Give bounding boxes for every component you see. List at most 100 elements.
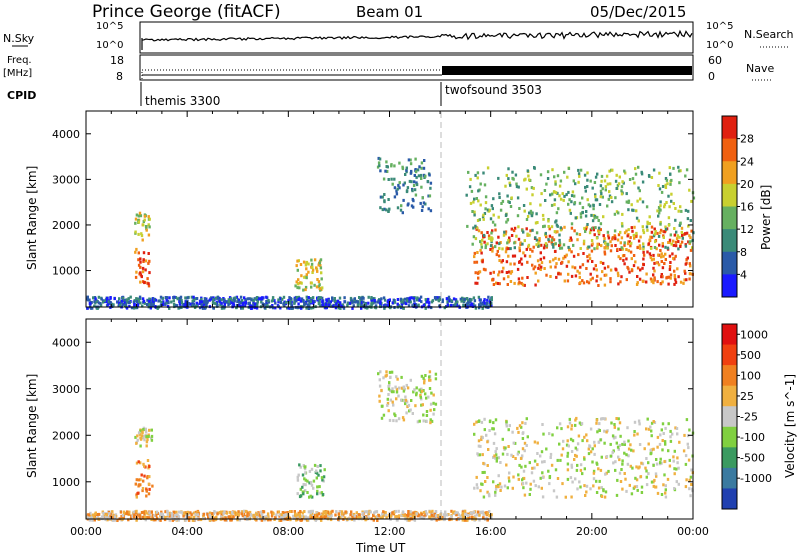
echo-cell xyxy=(477,420,480,423)
echo-cell xyxy=(297,259,300,263)
echo-cell xyxy=(603,283,607,287)
echo-cell xyxy=(592,477,596,481)
echo-cell xyxy=(507,167,510,171)
echo-cell xyxy=(620,236,624,240)
echo-cell xyxy=(474,173,477,177)
echo-cell xyxy=(688,262,691,266)
echo-cell xyxy=(402,183,405,187)
echo-cell xyxy=(248,510,252,514)
echo-cell xyxy=(473,213,476,217)
xtick-label: 00:00 xyxy=(70,525,102,538)
echo-cell xyxy=(593,181,597,184)
echo-cell xyxy=(230,518,233,522)
echo-cell xyxy=(555,275,558,279)
echo-cell xyxy=(99,303,103,307)
echo-cell xyxy=(92,516,96,519)
echo-cell xyxy=(425,396,428,400)
xtick-label: 12:00 xyxy=(374,525,406,538)
echo-cell xyxy=(522,486,525,490)
echo-cell xyxy=(434,402,438,406)
echo-cell xyxy=(581,263,585,267)
echo-cell xyxy=(579,281,582,285)
echo-cell xyxy=(500,485,503,489)
echo-cell xyxy=(480,482,483,486)
echo-cell xyxy=(505,463,508,467)
colorbar-tick-label: 4 xyxy=(740,268,747,281)
echo-cell xyxy=(482,516,485,520)
echo-cell xyxy=(574,446,577,450)
echo-cell xyxy=(147,223,150,227)
echo-cell xyxy=(589,272,592,276)
echo-cell xyxy=(323,304,326,308)
echo-cell xyxy=(520,425,523,429)
echo-cell xyxy=(489,419,492,423)
echo-cell xyxy=(150,438,154,442)
echo-cell xyxy=(629,464,632,468)
echo-cell xyxy=(378,300,381,304)
echo-cell xyxy=(132,300,136,304)
echo-cell xyxy=(428,173,431,177)
echo-cell xyxy=(328,512,331,516)
echo-cell xyxy=(489,271,492,275)
echo-cell xyxy=(143,509,147,513)
echo-cell xyxy=(573,229,576,233)
echo-cell xyxy=(642,257,645,261)
echo-cell xyxy=(617,447,620,451)
echo-cell xyxy=(329,304,332,308)
echo-cell xyxy=(249,513,253,517)
echo-cell xyxy=(607,469,610,473)
echo-cell xyxy=(509,280,513,283)
echo-cell xyxy=(501,452,505,456)
echo-cell xyxy=(477,229,481,233)
echo-cell xyxy=(279,518,283,522)
echo-cell xyxy=(592,484,595,488)
echo-cell xyxy=(177,518,180,522)
echo-cell xyxy=(595,268,598,272)
echo-cell xyxy=(585,433,588,437)
echo-cell xyxy=(389,389,392,393)
echo-cell xyxy=(669,273,673,277)
echo-cell xyxy=(548,234,552,238)
echo-cell xyxy=(615,493,619,497)
echo-cell xyxy=(526,232,529,236)
echo-cell xyxy=(625,278,628,282)
echo-cell xyxy=(324,514,328,518)
echo-cell xyxy=(483,183,487,187)
echo-cell xyxy=(490,513,493,517)
echo-cell xyxy=(88,518,92,522)
echo-cell xyxy=(678,181,681,185)
echo-cell xyxy=(575,232,579,236)
echo-cell xyxy=(421,196,424,200)
echo-cell xyxy=(677,275,680,279)
echo-cell xyxy=(640,485,644,489)
echo-cell xyxy=(350,510,353,514)
echo-cell xyxy=(518,280,521,284)
echo-cell xyxy=(568,208,572,212)
echo-cell xyxy=(408,409,411,413)
echo-cell xyxy=(520,281,523,285)
echo-cell xyxy=(465,303,468,307)
echo-cell xyxy=(673,282,676,286)
echo-cell xyxy=(474,237,478,241)
velocity-plot xyxy=(86,370,695,522)
echo-cell xyxy=(311,296,315,300)
echo-cell xyxy=(539,203,542,207)
echo-cell xyxy=(543,243,547,247)
echo-cell xyxy=(569,211,572,215)
echo-cell xyxy=(427,395,430,399)
echo-cell xyxy=(600,179,603,183)
echo-cell xyxy=(559,272,562,276)
echo-cell xyxy=(571,190,575,194)
echo-cell xyxy=(420,403,423,407)
echo-cell xyxy=(586,198,589,202)
echo-cell xyxy=(299,510,302,513)
echo-cell xyxy=(681,234,684,237)
echo-cell xyxy=(138,483,142,487)
echo-cell xyxy=(490,516,493,520)
echo-cell xyxy=(604,490,608,494)
echo-cell xyxy=(101,300,105,304)
echo-cell xyxy=(424,374,427,377)
echo-cell xyxy=(670,192,673,196)
echo-cell xyxy=(432,514,436,518)
echo-cell xyxy=(143,301,147,305)
